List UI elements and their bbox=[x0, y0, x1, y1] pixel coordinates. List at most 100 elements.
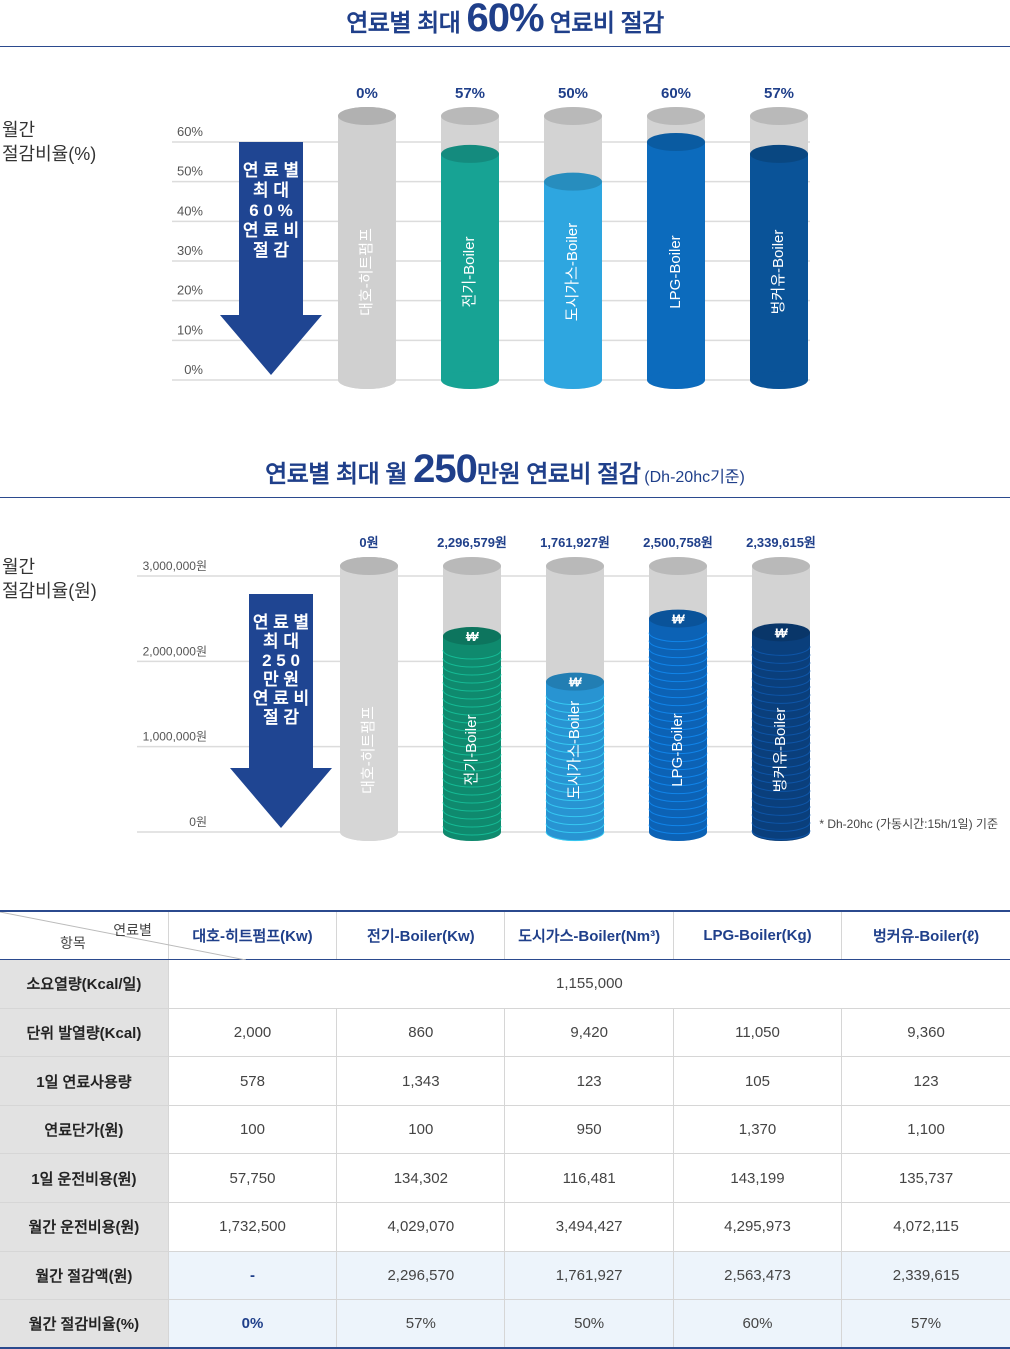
category-label: LPG-Boiler bbox=[669, 713, 686, 786]
bar-track-top bbox=[649, 557, 707, 575]
category-label: 전기-Boiler bbox=[463, 715, 480, 786]
bar-top bbox=[647, 133, 705, 151]
coin-line bbox=[442, 793, 502, 804]
coin-line bbox=[751, 710, 811, 720]
coin-line bbox=[442, 713, 502, 724]
bar-group bbox=[338, 107, 396, 389]
table-cell: 4,029,070 bbox=[336, 1202, 505, 1252]
coin-line bbox=[751, 774, 811, 784]
table-cell: 2,563,473 bbox=[672, 1251, 842, 1301]
y-tick-label: 60% bbox=[177, 124, 203, 139]
bar-group bbox=[647, 107, 705, 389]
bar-top bbox=[338, 107, 396, 125]
table-row: 월간 절감액(원) - 2,296,570 1,761,927 2,563,47… bbox=[0, 1251, 1010, 1301]
table-row: 1일 운전비용(원) 57,750 134,302 116,481 143,19… bbox=[0, 1153, 1010, 1204]
bar-track-top bbox=[752, 557, 810, 575]
coin-line bbox=[442, 801, 502, 812]
bar bbox=[441, 153, 499, 380]
coin-line bbox=[442, 681, 502, 692]
coin-line bbox=[751, 734, 811, 744]
coin-line bbox=[545, 759, 605, 770]
table-cell: 57% bbox=[336, 1299, 505, 1349]
coin-line bbox=[545, 743, 605, 754]
table-cell: 135,737 bbox=[841, 1153, 1010, 1204]
coin-line bbox=[751, 686, 811, 696]
data-label: 2,500,758원 bbox=[643, 535, 713, 550]
table-header-row: 연료별 항목 대호-히트펌프(Kw) 전기-Boiler(Kw) 도시가스-Bo… bbox=[0, 910, 1010, 961]
table-header: 대호-히트펌프(Kw) bbox=[167, 910, 337, 961]
corner-diagonal bbox=[0, 912, 246, 960]
table-cell: 134,302 bbox=[336, 1153, 505, 1204]
bar bbox=[443, 636, 501, 832]
bar-track-top bbox=[647, 107, 705, 125]
coin-line bbox=[751, 782, 811, 792]
coin-line bbox=[442, 745, 502, 756]
won-coin-icon: ₩ bbox=[671, 612, 686, 627]
bar-bottom bbox=[338, 371, 396, 389]
bar-track-top bbox=[750, 107, 808, 125]
arrow-label-line: 연 료 비 bbox=[253, 689, 309, 708]
coin-line bbox=[442, 737, 502, 748]
category-label: 도시가스-Boiler bbox=[564, 223, 581, 322]
section2-title: 연료별 최대 월 250만원 연료비 절감 (Dh-20hc기준) bbox=[265, 447, 745, 491]
row-label: 1일 운전비용(원) bbox=[0, 1153, 169, 1204]
row-label: 월간 운전비용(원) bbox=[0, 1202, 169, 1252]
coin-line bbox=[545, 791, 605, 802]
coin-line bbox=[648, 632, 708, 643]
y-tick-label: 10% bbox=[177, 322, 203, 337]
coin-line bbox=[751, 662, 811, 672]
coin-line bbox=[442, 689, 502, 700]
data-label: 1,761,927원 bbox=[540, 535, 610, 550]
comparison-table: 연료별 항목 대호-히트펌프(Kw) 전기-Boiler(Kw) 도시가스-Bo… bbox=[0, 910, 1010, 1349]
down-arrow-icon bbox=[220, 142, 322, 375]
category-label: 전기-Boiler bbox=[461, 237, 478, 308]
bar-group bbox=[750, 107, 808, 389]
table-cell: 1,370 bbox=[672, 1105, 842, 1155]
coin-line bbox=[751, 806, 811, 816]
coin-line bbox=[442, 665, 502, 676]
y-tick-label: 40% bbox=[177, 203, 203, 218]
table-cell: 105 bbox=[672, 1056, 842, 1106]
category-label: 대호-히트펌프 bbox=[360, 706, 377, 794]
arrow-label-line: 만 원 bbox=[263, 670, 299, 689]
coin-line bbox=[442, 673, 502, 684]
bar-group: ₩ bbox=[545, 557, 605, 842]
coin-line bbox=[442, 721, 502, 732]
bar bbox=[750, 153, 808, 380]
coin-line bbox=[648, 816, 708, 827]
chart2-side-label: 월간 절감비율(원) bbox=[2, 557, 97, 601]
chart1-savings-rate: 0% 10% 20% 30% 40% 50% 60% 연 료 별최 대6 0 %연 료 비절 … bbox=[172, 85, 810, 389]
coin-line bbox=[545, 727, 605, 738]
coin-line bbox=[648, 752, 708, 763]
table-cell: 143,199 bbox=[672, 1153, 842, 1204]
y-tick-label: 30% bbox=[177, 243, 203, 258]
table-cell: 60% bbox=[672, 1299, 842, 1349]
coin-line bbox=[751, 814, 811, 824]
table-row: 단위 발열량(Kcal) 2,000 860 9,420 11,050 9,36… bbox=[0, 1008, 1010, 1058]
coin-line bbox=[751, 678, 811, 688]
bar-bottom bbox=[647, 371, 705, 389]
category-label: 대호-히트펌프 bbox=[358, 228, 375, 316]
data-label: 60% bbox=[661, 85, 691, 102]
table-row: 월간 운전비용(원) 1,732,500 4,029,070 3,494,427… bbox=[0, 1202, 1010, 1252]
coin-line bbox=[648, 656, 708, 667]
bar-bottom bbox=[750, 371, 808, 389]
coin-line bbox=[442, 785, 502, 796]
category-label: LPG-Boiler bbox=[667, 235, 684, 308]
coin-line bbox=[442, 729, 502, 740]
coin-line bbox=[648, 792, 708, 803]
bar-group: ₩ bbox=[751, 557, 811, 841]
section1-divider bbox=[0, 46, 1010, 47]
coin-line bbox=[545, 735, 605, 746]
coin-line bbox=[442, 761, 502, 772]
arrow-label-line: 6 0 % bbox=[249, 201, 292, 220]
category-label: 도시가스-Boiler bbox=[566, 701, 583, 800]
coin-line bbox=[442, 697, 502, 708]
bar-bottom bbox=[441, 371, 499, 389]
coin-line bbox=[751, 798, 811, 808]
table-cell: 1,761,927 bbox=[504, 1251, 674, 1301]
coin-line bbox=[648, 704, 708, 715]
coin-line bbox=[648, 720, 708, 731]
table-cell: 1,100 bbox=[841, 1105, 1010, 1155]
coin-line bbox=[648, 808, 708, 819]
